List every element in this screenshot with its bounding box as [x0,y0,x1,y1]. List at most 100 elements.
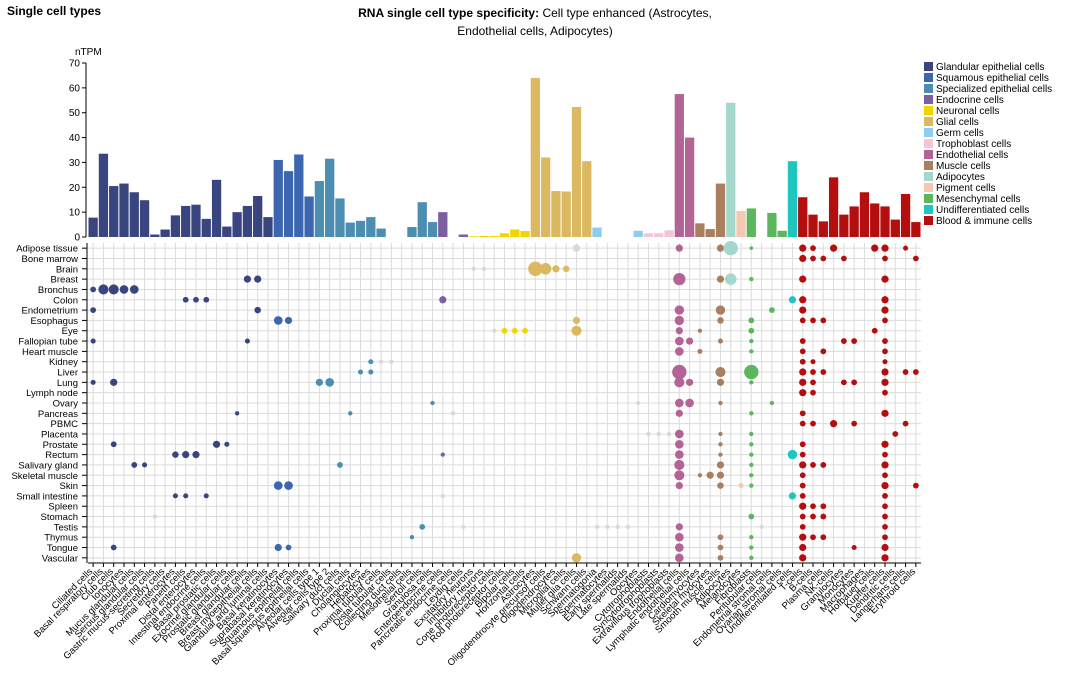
bar-plasma-cells [818,221,828,237]
dot-colon-intestinal-endocrine-cells [203,296,210,303]
bar-granulosa-cells [427,222,438,237]
dot-breast-adipocytes [724,273,737,285]
dot-esophagus-suprabasal-keratinocytes [284,316,293,325]
dot-colon-kupffer-cells [881,296,889,304]
dot-tongue-suprabasal-keratinocytes [285,544,292,551]
dot-stomach-plasma-cells [820,513,827,520]
tissue-label-skin: Skin [60,481,78,492]
dot-placenta-extravillous-trophoblasts [666,431,672,437]
tissue-label-ovary: Ovary [53,399,79,410]
dot-testis-early-spermatids [615,524,620,530]
dot-lung-t-cells [799,378,807,386]
dot-skin-erythroid-cells [912,482,919,489]
bar-cone-photoreceptor-cells [489,236,499,237]
dot-tongue-smooth-muscle-cells [717,544,724,551]
bar-basal-prostatic-cells [211,179,222,237]
bar-nk-cells [828,177,839,237]
dot-fallopian-tube-fibroblasts [749,338,754,344]
dot-spleen-t-cells [799,502,807,510]
dot-salivary-gland-t-cells [799,461,807,469]
dot-small-intestine-intestinal-endocrine-cells [203,493,209,499]
dot-kidney-kupffer-cells [882,359,888,365]
dot-fallopian-tube-kupffer-cells [882,338,888,344]
y-tick-label: 60 [69,83,81,94]
dot-ovary-smooth-muscle-cells [718,400,723,406]
bar-endothelial-cells [674,94,684,237]
dot-rectum-distal-enterocytes [192,451,200,459]
dot-bronchus-club-cells [108,284,119,295]
bar-hofbauer-cells [870,203,880,237]
dot-esophagus-endothelial-cells [674,315,685,326]
dot-tongue-club-cells [110,544,117,551]
bar-oligodendrocyte-precursor-cells [540,157,551,237]
dot-skin-fibroblasts [749,483,754,488]
dot-testis-spermatocytes [605,524,610,530]
dot-liver-kupffer-cells [881,368,889,376]
bar-b-cells [808,214,818,237]
tissue-label-bone-marrow: Bone marrow [22,254,79,265]
dot-salivary-gland-mucus-glandular-cells [131,462,138,468]
bar-extravillous-trophoblasts [664,230,674,237]
dot-layer [90,240,919,563]
dot-testis-sertoli-cells [419,523,426,530]
legend-label-specialized-epithelial-cells: Specialized epithelial cells [936,84,1052,95]
legend-label-muscle-cells: Muscle cells [936,161,990,172]
dot-skeletal-muscle-fibroblasts [749,473,754,478]
dot-adipose-tissue-nk-cells [829,244,838,252]
dot-skin-basal-keratinocytes [273,481,283,490]
dot-placenta-syncytiotrophoblasts [656,431,661,437]
dot-kidney-b-cells [810,359,816,365]
dot-prostate-t-cells [799,441,806,448]
bar-macrophages [859,192,870,237]
dot-thymus-plasma-cells [820,534,827,541]
dot-heart-muscle-t-cells [799,348,806,355]
dot-skeletal-muscle-skeletal-myocytes [706,471,714,479]
dot-lymph-node-b-cells [810,389,816,396]
bar-serous-glandular-cells [139,200,150,237]
dot-eye-cone-photoreceptor-cells [492,328,497,333]
dot-fallopian-tube-lymphatic-endothelial-cells [686,337,694,345]
dot-eye-fibroblasts [748,327,755,334]
bar-breast-glandular-cells [242,205,253,237]
legend-swatch-trophoblast-cells [924,139,933,148]
dot-fallopian-tube-breast-glandular-cells [244,338,250,344]
dot-esophagus-t-cells [799,317,806,324]
tissue-label-fallopian-tube: Fallopian tube [18,337,78,348]
bar-ductal-cells [345,222,355,237]
dot-rectum-enteroendocrine-cells [440,452,445,457]
dot-testis-kupffer-cells [882,523,888,530]
tissue-label-lymph-node: Lymph node [26,388,78,399]
dot-prostate-kupffer-cells [881,440,889,448]
dot-vascular-t-cells [799,554,807,562]
dot-liver-hepatocytes [368,369,374,375]
dot-small-intestine-enteroendocrine-cells [440,493,445,499]
bar-mucus-glandular-cells [129,192,139,237]
dot-brain-inhibitory-neurons [481,266,487,271]
dot-adipose-tissue-adipocytes [723,240,738,256]
dot-breast-breast-myoepithelial-cells [254,275,262,283]
dot-fallopian-tube-smooth-muscle-cells [717,338,723,344]
dot-stomach-b-cells [810,513,816,520]
tissue-label-rectum: Rectum [45,450,78,461]
dot-vascular-endothelial-cells [675,553,684,563]
dot-placenta-endothelial-cells [675,429,684,439]
bar-suprabasal-keratinocytes [283,171,294,237]
dot-lung-club-cells [110,378,118,386]
bar-smooth-muscle-cells [715,183,726,237]
dot-kidney-distal-tubular-cells [389,359,394,364]
dot-ovary-endometrial-stromal-cells [769,400,775,406]
tissue-label-lung: Lung [57,378,78,389]
y-axis-label: nTPM [75,47,102,58]
legend-label-germ-cells: Germ cells [936,128,984,139]
bar-cytotrophoblasts [643,233,654,237]
legend-swatch-blood-immune-cells [924,216,933,225]
dot-adipose-tissue-endothelial-cells [675,244,683,252]
dot-breast-breast-glandular-cells [243,275,252,283]
dot-heart-muscle-fibroblasts [749,349,754,354]
dot-pbmc-monocytes [851,420,858,427]
bar-langerhans-cells [900,193,911,237]
legend-swatch-neuronal-cells [924,106,933,115]
tissue-label-kidney: Kidney [49,357,78,368]
dot-fallopian-tube-monocytes [851,338,858,344]
